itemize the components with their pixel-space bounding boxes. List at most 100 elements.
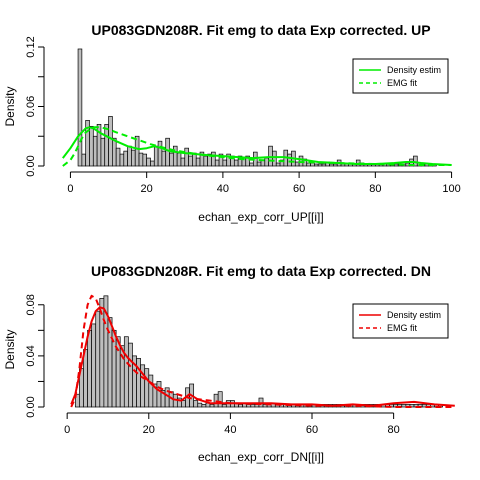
x-tick-label: 40	[217, 183, 229, 195]
histogram-bar	[157, 140, 163, 167]
x-tick-label: 60	[306, 424, 318, 436]
histogram-bar	[169, 152, 174, 167]
x-tick-label: 60	[293, 183, 305, 195]
histogram-bar	[134, 135, 140, 167]
histogram-bar	[99, 298, 105, 408]
histogram-bar	[123, 336, 129, 408]
histogram-bar	[310, 162, 315, 167]
histogram-bar	[150, 160, 155, 167]
histogram-bar	[401, 404, 407, 408]
histogram-bar	[108, 116, 113, 167]
histogram-bar	[92, 135, 98, 167]
x-tick-label: 100	[442, 183, 460, 195]
y-tick-label: 0.06	[25, 96, 37, 117]
histogram-bar	[148, 374, 154, 408]
histogram-bar	[95, 310, 101, 408]
legend: Density estim EMG fit	[352, 303, 449, 339]
chart-panel-1: UP083GDN208R. Fit emg to data Exp correc…	[3, 22, 461, 224]
y-tick-label: 0.08	[25, 294, 37, 315]
histogram-bar	[238, 404, 243, 408]
histogram-bar	[161, 150, 167, 167]
legend-label: EMG fit	[387, 323, 418, 333]
histogram-bar	[250, 404, 256, 408]
x-tick-label: 0	[64, 424, 70, 436]
histogram-bar	[131, 149, 136, 167]
histogram-bar	[246, 404, 252, 408]
y-tick-label: 0.12	[25, 36, 37, 57]
histogram-bar	[245, 155, 250, 167]
x-axis: 0 20 40 60 80	[64, 412, 400, 436]
histogram-bar	[180, 157, 186, 167]
histogram-bar	[127, 145, 132, 167]
legend-label: EMG fit	[387, 78, 418, 88]
histogram-bar	[209, 404, 215, 408]
legend-label: Density estim	[387, 65, 441, 75]
histogram-bar	[268, 145, 273, 167]
histogram-bar	[112, 137, 117, 167]
legend: Density estim EMG fit	[352, 58, 449, 94]
histogram-bar	[249, 162, 254, 167]
emg-fit-line	[70, 294, 455, 408]
histogram-bar	[272, 150, 277, 167]
histogram-bar	[176, 152, 182, 167]
histogram-bar	[89, 125, 94, 167]
histogram-bar	[156, 381, 162, 408]
histogram-bar	[221, 404, 227, 408]
histogram-bar	[195, 157, 201, 167]
y-tick-label: 0.04	[25, 345, 37, 366]
histogram-bar	[314, 163, 319, 167]
histogram-bar	[172, 145, 178, 167]
histogram-bar	[321, 163, 327, 167]
histogram-bar	[217, 391, 223, 408]
histogram-bar	[77, 48, 83, 167]
histogram-bar	[275, 162, 281, 167]
histogram-bar	[128, 342, 133, 408]
histogram-bar	[142, 153, 148, 167]
x-tick-label: 40	[224, 424, 236, 436]
histogram-bar	[264, 157, 269, 167]
histogram-bar	[214, 159, 220, 167]
x-tick-label: 80	[388, 424, 400, 436]
x-axis-label: echan_exp_corr_DN[[i]]	[198, 450, 324, 464]
x-tick-label: 20	[141, 183, 153, 195]
chart-panel-2: UP083GDN208R. Fit emg to data Exp correc…	[3, 263, 455, 464]
histogram-bar	[138, 152, 144, 167]
chart-title: UP083GDN208R. Fit emg to data Exp correc…	[91, 263, 431, 279]
histogram-bar	[83, 349, 88, 408]
histogram-bar	[123, 150, 128, 167]
histogram-bar	[100, 137, 106, 167]
histogram-bar	[153, 145, 159, 167]
x-axis-label: echan_exp_corr_UP[[i]]	[198, 210, 323, 224]
histogram-bar	[87, 329, 92, 408]
histogram-bar	[193, 400, 199, 408]
histogram-bar	[104, 123, 109, 167]
histogram-bar	[333, 163, 338, 167]
x-tick-label: 80	[369, 183, 381, 195]
y-axis-label: Density	[3, 329, 17, 369]
histogram-bar	[394, 163, 399, 167]
y-tick-label: 0.00	[25, 155, 37, 176]
histogram-bar	[306, 162, 311, 167]
histogram-bar	[144, 368, 150, 408]
legend-label: Density estim	[387, 310, 441, 320]
emg-fit-line	[62, 126, 452, 167]
histogram-bar	[184, 147, 189, 167]
x-axis: 0 20 40 60 80 100	[67, 171, 461, 195]
histogram-bar	[256, 161, 262, 167]
histogram-bar	[233, 159, 239, 167]
histogram-bar	[197, 402, 203, 408]
histogram-bar	[287, 153, 292, 167]
histogram-bar	[329, 163, 334, 167]
y-axis: 0.00 0.06 0.12	[25, 36, 45, 177]
histogram-bar	[115, 147, 121, 167]
histogram-bar	[222, 159, 228, 167]
y-tick-label: 0.00	[25, 396, 37, 417]
x-tick-label: 20	[143, 424, 155, 436]
histogram-bar	[203, 155, 208, 167]
histogram-bar	[81, 153, 87, 167]
histogram-bar	[146, 157, 151, 167]
histogram-bar	[211, 151, 216, 167]
histogram-bar	[91, 323, 97, 408]
y-axis-label: Density	[3, 86, 17, 126]
